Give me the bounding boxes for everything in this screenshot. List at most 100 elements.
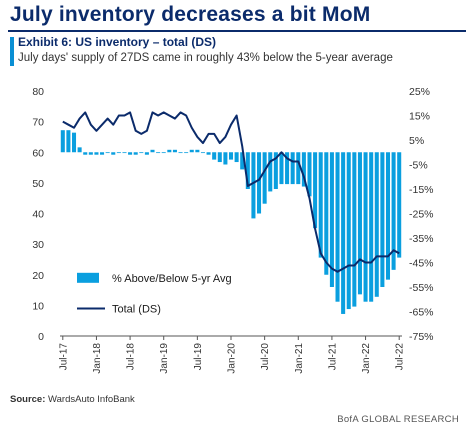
bar--above-below-5-yr-avg-29 xyxy=(223,152,228,165)
bar--above-below-5-yr-avg-57 xyxy=(380,152,385,287)
bar--above-below-5-yr-avg-19 xyxy=(167,149,172,153)
right-axis-tick-label: 15% xyxy=(409,111,430,123)
line-total-ds xyxy=(62,111,400,273)
right-axis-tick-label: -25% xyxy=(409,209,434,221)
bar--above-below-5-yr-avg-32 xyxy=(240,152,245,170)
chart-legend: % Above/Below 5-yr Avg Total (DS) xyxy=(77,272,232,315)
bar--above-below-5-yr-avg-60 xyxy=(397,152,402,258)
legend-label-line: Total (DS) xyxy=(112,303,161,315)
bar--above-below-5-yr-avg-59 xyxy=(391,152,396,270)
bar--above-below-5-yr-avg-28 xyxy=(217,152,222,163)
bar--above-below-5-yr-avg-33 xyxy=(245,152,250,189)
bar--above-below-5-yr-avg-48 xyxy=(329,152,334,287)
bar--above-below-5-yr-avg-23 xyxy=(189,149,194,153)
x-axis-tick-label: Jul-21 xyxy=(327,343,338,371)
source-label: Source: xyxy=(10,394,46,405)
x-axis-tick-label: Jan-20 xyxy=(227,343,238,374)
bar--above-below-5-yr-avg-14 xyxy=(139,152,144,154)
bar--above-below-5-yr-avg-25 xyxy=(200,152,205,154)
bar--above-below-5-yr-avg-51 xyxy=(346,152,351,310)
bar--above-below-5-yr-avg-42 xyxy=(296,152,301,185)
left-axis-tick-label: 50 xyxy=(32,178,44,190)
bar--above-below-5-yr-avg-26 xyxy=(206,152,211,155)
bar--above-below-5-yr-avg-34 xyxy=(251,152,256,219)
left-axis-tick-label: 70 xyxy=(32,117,44,129)
bar--above-below-5-yr-avg-58 xyxy=(385,152,391,280)
bar--above-below-5-yr-avg-24 xyxy=(195,149,200,153)
x-axis-tick-label: Jan-19 xyxy=(159,343,170,374)
bar--above-below-5-yr-avg-54 xyxy=(363,152,368,302)
brand-footer: BofA GLOBAL RESEARCH xyxy=(337,414,459,425)
right-axis-tick-label: -55% xyxy=(409,282,434,294)
right-axis-tick-label: 25% xyxy=(409,86,430,98)
x-axis-tick-label: Jul-17 xyxy=(58,343,69,371)
bar--above-below-5-yr-avg-20 xyxy=(172,149,177,153)
bar--above-below-5-yr-avg-55 xyxy=(369,152,374,302)
page-headline: July inventory decreases a bit MoM xyxy=(10,3,371,26)
bar--above-below-5-yr-avg-16 xyxy=(150,149,155,153)
bar--above-below-5-yr-avg-21 xyxy=(178,152,183,154)
bar--above-below-5-yr-avg-49 xyxy=(335,152,340,302)
bar--above-below-5-yr-avg-27 xyxy=(212,152,217,160)
bar--above-below-5-yr-avg-44 xyxy=(307,152,312,197)
left-axis-tick-label: 40 xyxy=(32,209,44,221)
bar--above-below-5-yr-avg-50 xyxy=(341,152,346,314)
right-axis-ticks: 25% 15% 5% -5% -15% -25% -35% -45% -55% -65% -75% xyxy=(409,86,434,343)
x-axis-tick-label: Jan-21 xyxy=(294,343,305,374)
left-axis-ticks: 0 10 20 30 40 50 60 70 80 xyxy=(32,86,44,343)
bar--above-below-5-yr-avg-1 xyxy=(66,130,71,153)
inventory-chart: 0 10 20 30 40 50 60 70 80 25% 15% 5% -5% -15% -25% -35… xyxy=(32,86,434,374)
right-axis-tick-label: -15% xyxy=(409,184,434,196)
right-axis-tick-label: -75% xyxy=(409,331,434,343)
left-axis-tick-label: 0 xyxy=(38,331,44,343)
line-series-group xyxy=(62,111,400,273)
right-axis-tick-label: -65% xyxy=(409,307,434,319)
x-axis-tick-label: Jan-18 xyxy=(92,343,103,374)
bar--above-below-5-yr-avg-9 xyxy=(111,152,116,155)
bar--above-below-5-yr-avg-15 xyxy=(144,152,149,155)
exhibit-title: Exhibit 6: US inventory – total (DS) xyxy=(18,35,217,49)
left-axis-tick-label: 80 xyxy=(32,86,44,98)
bar--above-below-5-yr-avg-47 xyxy=(324,152,329,275)
bar--above-below-5-yr-avg-6 xyxy=(94,152,99,155)
bar--above-below-5-yr-avg-10 xyxy=(116,152,121,154)
bar--above-below-5-yr-avg-40 xyxy=(285,152,290,185)
left-axis-tick-label: 60 xyxy=(32,147,44,159)
bar--above-below-5-yr-avg-18 xyxy=(161,152,166,154)
bar--above-below-5-yr-avg-43 xyxy=(301,152,306,187)
bar--above-below-5-yr-avg-52 xyxy=(352,152,357,307)
bar--above-below-5-yr-avg-22 xyxy=(184,152,189,154)
bar--above-below-5-yr-avg-4 xyxy=(83,152,88,155)
bar--above-below-5-yr-avg-5 xyxy=(88,152,93,155)
bar-series-group xyxy=(60,130,402,314)
left-axis-tick-label: 30 xyxy=(32,239,44,251)
bar--above-below-5-yr-avg-56 xyxy=(374,152,379,297)
left-axis-tick-label: 20 xyxy=(32,270,44,282)
right-axis-tick-label: -45% xyxy=(409,258,434,270)
bar--above-below-5-yr-avg-2 xyxy=(72,132,77,153)
legend-swatch-bars xyxy=(77,272,99,283)
bar--above-below-5-yr-avg-11 xyxy=(122,152,127,154)
bar--above-below-5-yr-avg-38 xyxy=(273,152,278,189)
bar--above-below-5-yr-avg-41 xyxy=(290,152,295,185)
x-axis-tick-label: Jan-22 xyxy=(361,343,372,374)
bar--above-below-5-yr-avg-45 xyxy=(313,152,318,229)
right-axis-tick-label: 5% xyxy=(409,135,424,147)
left-axis-tick-label: 10 xyxy=(32,300,44,312)
bar--above-below-5-yr-avg-7 xyxy=(100,152,105,155)
bar--above-below-5-yr-avg-12 xyxy=(128,152,133,155)
bar--above-below-5-yr-avg-39 xyxy=(279,152,284,185)
bar--above-below-5-yr-avg-8 xyxy=(105,152,110,154)
x-axis-ticks: Jul-17 Jan-18 Jul-18 Jan-19 Jul-19 Jan-20 Jul-… xyxy=(58,336,406,374)
bar--above-below-5-yr-avg-3 xyxy=(77,147,82,153)
right-axis-tick-label: -5% xyxy=(409,160,428,172)
bar--above-below-5-yr-avg-13 xyxy=(133,152,138,155)
bar--above-below-5-yr-avg-31 xyxy=(234,152,239,163)
x-axis-tick-label: Jul-22 xyxy=(395,343,406,371)
x-axis-tick-label: Jul-20 xyxy=(260,343,271,371)
bar--above-below-5-yr-avg-35 xyxy=(257,152,262,214)
right-axis-tick-label: -35% xyxy=(409,233,434,245)
source-text: WardsAuto InfoBank xyxy=(48,394,135,405)
exhibit-subtitle: July days' supply of 27DS came in roughl… xyxy=(18,52,393,64)
bar--above-below-5-yr-avg-30 xyxy=(228,152,234,160)
